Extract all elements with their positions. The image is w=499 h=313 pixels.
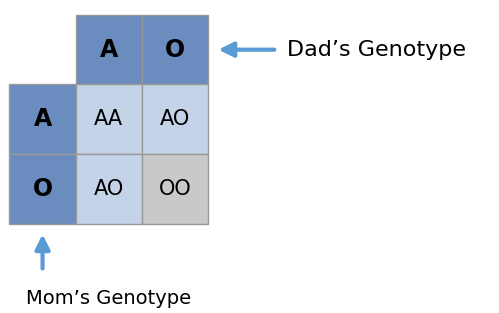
Text: AO: AO — [160, 109, 190, 129]
Bar — [9, 154, 76, 223]
Bar — [142, 154, 208, 223]
Bar — [76, 15, 142, 85]
Text: Mom’s Genotype: Mom’s Genotype — [25, 289, 191, 308]
Bar — [142, 85, 208, 154]
Bar — [76, 154, 142, 223]
Bar — [76, 85, 142, 154]
Text: A: A — [33, 107, 52, 131]
Text: Dad’s Genotype: Dad’s Genotype — [286, 40, 466, 60]
Text: O: O — [165, 38, 185, 62]
Text: AO: AO — [94, 179, 124, 199]
Text: A: A — [100, 38, 118, 62]
Bar — [9, 85, 76, 154]
Text: O: O — [32, 177, 52, 201]
Text: AA: AA — [94, 109, 123, 129]
Bar — [142, 15, 208, 85]
Text: OO: OO — [159, 179, 191, 199]
